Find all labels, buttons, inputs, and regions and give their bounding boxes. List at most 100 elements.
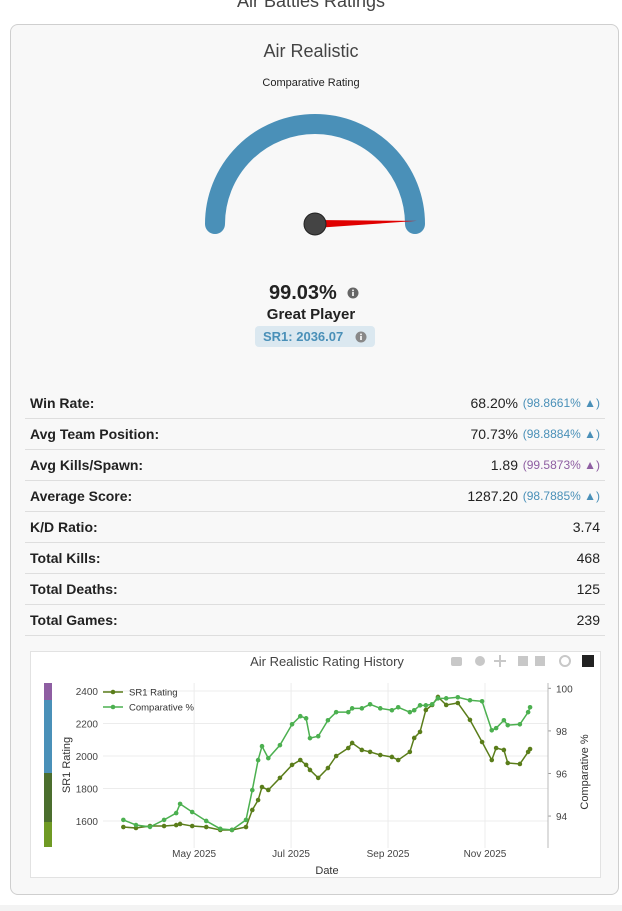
point (367, 701, 373, 707)
x-tick-label: May 2025 (172, 849, 216, 860)
point (501, 747, 507, 753)
point (467, 697, 473, 703)
point (307, 767, 313, 773)
point (345, 709, 351, 715)
point (277, 775, 283, 781)
stat-row: Average Score: 1287.20 (98.7885% ▲) (25, 481, 605, 512)
point (203, 824, 209, 830)
point (389, 754, 395, 760)
y-tick-label: 1800 (76, 785, 99, 796)
point (218, 826, 223, 832)
stat-value: 1287.20 (467, 488, 518, 504)
stat-percentile: (98.8661% ▲) (522, 396, 600, 410)
card-title: Air Realistic (263, 41, 359, 61)
footer-strip (0, 905, 622, 911)
stat-value: 1.89 (490, 457, 518, 473)
stat-percentile: (99.5873% ▲) (522, 458, 600, 472)
point (349, 706, 355, 711)
x-tick-label: Jul 2025 (272, 849, 310, 860)
point (173, 822, 179, 828)
stat-value: 239 (576, 612, 600, 628)
point (307, 735, 313, 741)
point (177, 821, 183, 827)
point (303, 716, 309, 721)
point (173, 810, 179, 816)
point (255, 757, 261, 763)
legend-label: SR1 Rating (129, 688, 178, 699)
point (489, 757, 495, 763)
point (133, 822, 139, 828)
point (259, 784, 265, 790)
point (467, 717, 473, 723)
series-line (123, 695, 531, 831)
point (161, 817, 167, 823)
series-line (123, 696, 531, 831)
point (203, 818, 209, 824)
stat-label: Win Rate: (30, 395, 95, 411)
y-tick-label: 2200 (76, 719, 99, 730)
stat-value: 468 (576, 550, 600, 566)
point (389, 707, 395, 713)
point (265, 787, 271, 793)
stat-value: 70.73% (470, 426, 518, 442)
y2-tick-label: 94 (556, 812, 568, 823)
point (121, 817, 126, 823)
stat-label: Total Kills: (30, 550, 101, 566)
point (303, 762, 309, 768)
tier: Great Player (266, 306, 356, 323)
tier-band (44, 773, 52, 822)
stat-row: Win Rate: 68.20% (98.8661% ▲) (25, 388, 605, 419)
point (525, 709, 531, 715)
stat-percentile: (98.8884% ▲) (522, 427, 600, 441)
sr1-badge (255, 326, 375, 347)
point (277, 742, 283, 748)
point (121, 824, 126, 830)
point (395, 757, 401, 763)
point (435, 696, 441, 701)
point (250, 807, 255, 813)
legend-marker (110, 689, 116, 695)
point (377, 752, 383, 758)
gauge (205, 114, 425, 236)
y-tick-label: 2000 (76, 752, 99, 763)
point (189, 823, 195, 829)
point (517, 722, 523, 727)
info-icon (355, 331, 367, 343)
stat-label: Total Games: (30, 612, 118, 628)
point (517, 761, 523, 767)
stat-label: Average Score: (30, 488, 133, 504)
point (527, 704, 533, 710)
y-tick-label: 1600 (76, 817, 99, 828)
y2-tick-label: 98 (556, 727, 568, 738)
point (505, 722, 511, 728)
point (147, 824, 153, 830)
stat-row: Avg Kills/Spawn: 1.89 (99.5873% ▲) (25, 450, 605, 481)
stat-percentile: (98.7885% ▲) (522, 489, 600, 503)
stat-value: 125 (576, 581, 600, 597)
y-axis-title: SR1 Rating (61, 737, 73, 793)
point (417, 703, 423, 708)
gauge-subtitle: Comparative Rating (262, 77, 360, 89)
point (345, 745, 351, 751)
gauge-hub (303, 212, 327, 236)
point (455, 694, 461, 700)
page-title: Air Battles Ratings (236, 0, 386, 11)
point (289, 722, 295, 727)
stat-value: 3.74 (572, 519, 600, 535)
point (443, 696, 449, 701)
point (429, 701, 435, 707)
point (479, 739, 485, 745)
tier-band (44, 700, 52, 773)
tier-band (44, 683, 52, 700)
point (423, 707, 429, 713)
point (359, 747, 365, 753)
y2-axis-title: Comparative % (579, 734, 591, 809)
x-tick-label: Nov 2025 (464, 849, 507, 860)
point (297, 713, 303, 719)
point (255, 797, 261, 803)
point (359, 706, 365, 711)
stat-label: K/D Ratio: (30, 519, 98, 535)
point (333, 753, 339, 759)
point (289, 762, 295, 768)
point (315, 733, 321, 739)
